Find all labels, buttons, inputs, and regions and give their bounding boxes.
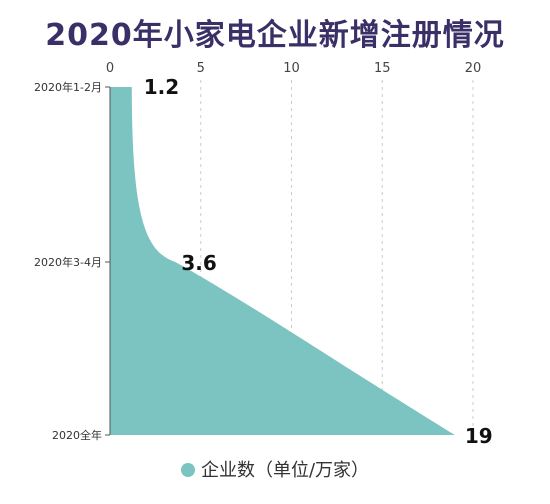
- y-tick-label: 2020年1-2月: [34, 80, 102, 94]
- x-tick-label: 5: [197, 61, 205, 76]
- x-tick-label: 0: [106, 61, 114, 76]
- x-axis-ticks: 0 5 10 15 20: [106, 61, 481, 76]
- legend-swatch: [180, 463, 195, 477]
- y-axis: 2020年1-2月 2020年3-4月 2020全年: [34, 80, 111, 442]
- x-tick-label: 15: [374, 61, 391, 76]
- x-tick-label: 20: [465, 61, 482, 76]
- legend-label: 企业数（单位/万家）: [200, 460, 370, 481]
- legend: 企业数（单位/万家）: [0, 456, 550, 482]
- x-tick-label: 10: [283, 61, 300, 76]
- value-labels: 1.2 3.6 19: [144, 75, 493, 448]
- chart-title: 2020年小家电企业新增注册情况: [45, 18, 505, 53]
- value-label: 1.2: [144, 75, 179, 99]
- value-label: 19: [465, 424, 493, 448]
- area-layer: [110, 87, 455, 435]
- value-label: 3.6: [181, 251, 216, 275]
- y-tick-label: 2020年3-4月: [34, 255, 102, 269]
- series-area: [110, 87, 455, 435]
- y-tick-label: 2020全年: [52, 428, 102, 442]
